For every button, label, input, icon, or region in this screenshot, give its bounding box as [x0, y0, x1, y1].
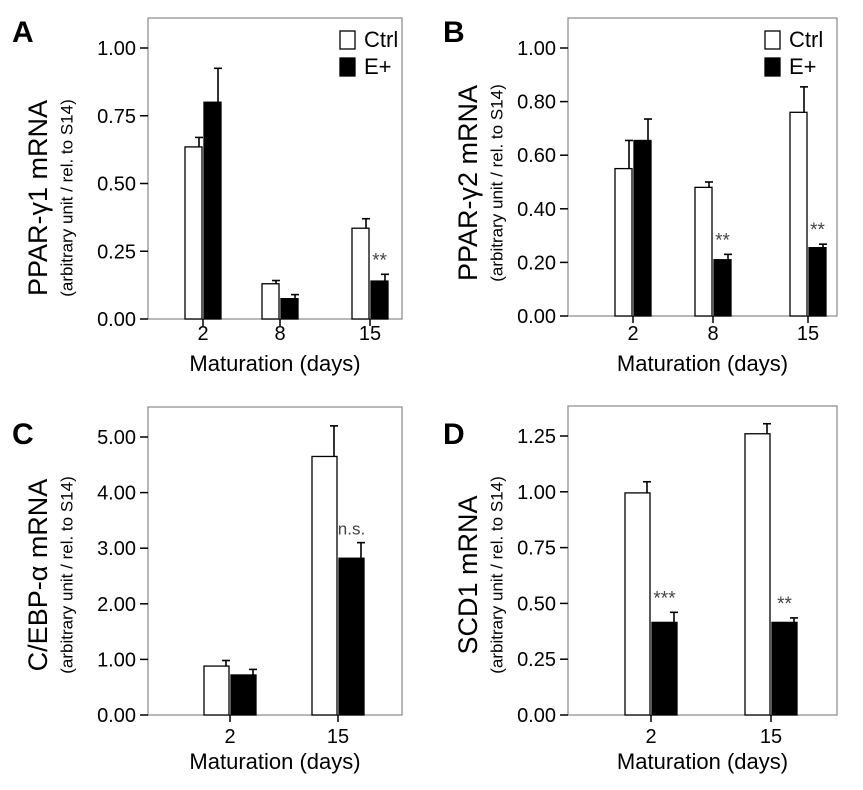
x-tick-label: 2: [224, 726, 235, 748]
y-axis-label: PPAR-γ1 mRNA: [23, 100, 53, 296]
legend-swatch-ctrl: [339, 30, 356, 50]
y-tick-label: 0.00: [97, 705, 136, 727]
legend-swatch-eplus: [339, 57, 356, 77]
bar-eplus: [771, 621, 798, 716]
bar-ctrl: [311, 455, 338, 716]
y-axis-label: SCD1 mRNA: [453, 495, 483, 654]
significance-label: **: [810, 220, 825, 241]
y-tick-label: 0.20: [517, 252, 556, 274]
bar-eplus: [280, 298, 299, 320]
panel-c: C 0.00 1.00 2.00 3.00 4.00 5.00 2 15 n.s. Maturati…: [12, 406, 403, 774]
panel-label: D: [443, 418, 465, 451]
bar-ctrl: [203, 665, 230, 716]
x-tick-label: 2: [645, 726, 656, 748]
bar-eplus: [651, 621, 678, 716]
bar-eplus: [230, 674, 257, 716]
bar-ctrl: [694, 186, 713, 317]
panel-d: D0.000.250.500.751.001.252 15*** **Maturat…: [443, 405, 838, 774]
bar-ctrl: [789, 111, 808, 317]
x-tick-label: 2: [627, 323, 638, 345]
legend-label: Ctrl: [364, 27, 398, 52]
y-tick-label: 1.00: [97, 38, 136, 60]
significance-label: n.s.: [338, 520, 365, 539]
bar-ctrl: [744, 433, 771, 716]
bar-ctrl: [351, 227, 370, 320]
legend-label: Ctrl: [789, 27, 823, 52]
x-tick-label: 8: [707, 323, 718, 345]
significance-label: ***: [653, 588, 676, 609]
x-tick-label: 15: [760, 726, 782, 748]
y-tick-label: 0.60: [517, 145, 556, 167]
y-axis-label: C/EBP-α mRNA: [23, 479, 53, 672]
y-tick-label: 5.00: [97, 427, 136, 449]
panel-b: B 0.00 0.20 0.40 0.60 0.80 1.00 2 8 15 ** ** Maturat…: [443, 16, 838, 376]
y-axis-sublabel: (arbitrary unit / rel. to S14): [57, 99, 76, 296]
y-tick-label: 0.00: [517, 306, 556, 328]
x-tick-label: 15: [327, 726, 349, 748]
y-tick-label: 0.25: [97, 241, 136, 263]
bar-ctrl: [184, 146, 203, 320]
bar-eplus: [808, 247, 827, 317]
y-axis-sublabel: (arbitrary unit / rel. to S14): [487, 476, 506, 673]
panel-label: C: [12, 418, 34, 451]
x-axis-label: Maturation (days): [189, 749, 360, 774]
y-axis-sublabel: (arbitrary unit / rel. to S14): [57, 476, 76, 673]
x-tick-label: 15: [359, 323, 381, 345]
y-tick-label: 1.00: [97, 649, 136, 671]
legend-swatch-ctrl: [764, 30, 781, 50]
y-axis-label: PPAR-γ2 mRNA: [453, 85, 483, 281]
plot-frame: [147, 406, 403, 716]
x-axis-label: Maturation (days): [189, 351, 360, 376]
y-axis-sublabel: (arbitrary unit / rel. to S14): [487, 84, 506, 281]
bar-eplus: [370, 280, 389, 320]
legend-swatch-eplus: [764, 57, 781, 77]
significance-label: **: [777, 594, 792, 615]
bar-ctrl: [624, 492, 651, 716]
plot-frame: [567, 405, 838, 716]
y-tick-label: 2.00: [97, 594, 136, 616]
y-tick-label: 1.00: [517, 482, 556, 504]
y-tick-label: 0.80: [517, 92, 556, 114]
legend-label: E+: [364, 54, 392, 79]
bar-eplus: [713, 259, 732, 317]
x-axis-label: Maturation (days): [617, 351, 788, 376]
y-tick-label: 0.40: [517, 199, 556, 221]
panel-a: A 0.00 0.25 0.50 0.75 1.00 2 8 15 ** Maturation (d…: [12, 16, 403, 376]
y-tick-label: 0.75: [97, 106, 136, 128]
y-tick-label: 1.25: [517, 426, 556, 448]
x-tick-label: 2: [197, 323, 208, 345]
y-tick-label: 0.75: [517, 538, 556, 560]
y-tick-label: 0.50: [517, 593, 556, 615]
legend-label: E+: [789, 54, 817, 79]
y-tick-label: 0.50: [97, 174, 136, 196]
y-tick-label: 0.00: [97, 309, 136, 331]
bar-eplus: [203, 101, 222, 320]
y-tick-label: 3.00: [97, 538, 136, 560]
y-tick-label: 1.00: [517, 38, 556, 60]
bar-eplus: [338, 557, 365, 716]
y-tick-label: 4.00: [97, 483, 136, 505]
significance-label: **: [715, 230, 730, 251]
significance-label: **: [372, 250, 387, 271]
y-tick-label: 0.25: [517, 649, 556, 671]
x-axis-label: Maturation (days): [617, 749, 788, 774]
panel-label: B: [443, 16, 465, 49]
x-tick-label: 8: [274, 323, 285, 345]
panel-label: A: [12, 16, 34, 49]
bar-ctrl: [614, 167, 633, 317]
bar-ctrl: [261, 283, 280, 320]
bar-eplus: [633, 139, 652, 317]
x-tick-label: 15: [797, 323, 819, 345]
y-tick-label: 0.00: [517, 705, 556, 727]
